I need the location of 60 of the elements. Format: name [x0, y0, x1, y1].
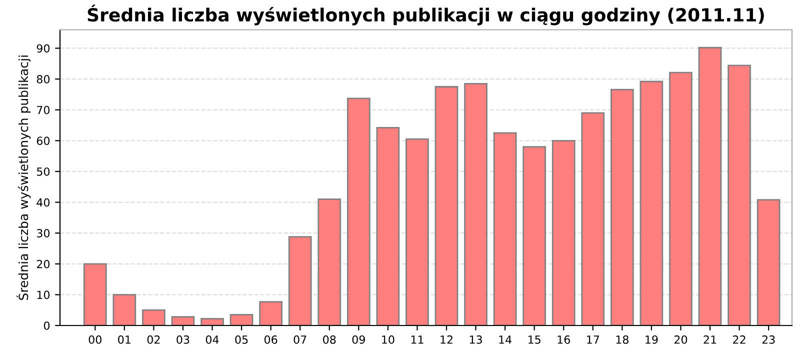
x-tick-label: 16 — [558, 335, 570, 344]
x-tick-label: 04 — [206, 335, 219, 344]
x-tick-label: 14 — [499, 336, 512, 344]
bar — [376, 127, 400, 326]
y-tick-label: 90 — [36, 44, 50, 53]
x-tick-label: 03 — [176, 335, 190, 344]
x-tick-label: 11 — [411, 336, 424, 344]
bar — [346, 98, 370, 326]
x-tick-label: 02 — [147, 335, 160, 344]
bar — [230, 314, 254, 326]
bar — [493, 132, 517, 326]
x-tick-label: 07 — [294, 335, 306, 344]
bar — [434, 86, 458, 326]
y-tick-label: 10 — [37, 290, 50, 300]
y-tick-label: 60 — [36, 136, 50, 146]
bar — [112, 294, 136, 326]
bar — [142, 309, 166, 326]
y-tick-label: 40 — [36, 198, 50, 207]
bar — [83, 263, 107, 326]
x-tick-label: 06 — [264, 335, 278, 344]
bar — [464, 82, 488, 326]
bar — [640, 80, 664, 326]
chart-title: Średnia liczba wyświetlonych publikacji w ciągu godziny (2011.11) — [88, 4, 764, 26]
bar — [288, 236, 312, 326]
bar — [581, 112, 605, 326]
x-tick-label: 01 — [118, 335, 130, 344]
y-tick-label: 50 — [36, 167, 50, 176]
bar — [171, 316, 195, 326]
x-tick-label: 10 — [382, 335, 394, 344]
x-tick-label: 23 — [762, 335, 775, 344]
x-tick-label: 17 — [587, 336, 600, 344]
y-tick-label: 0 — [44, 321, 50, 330]
bar — [728, 64, 751, 326]
x-tick-label: 09 — [352, 335, 365, 344]
x-tick-label: 18 — [616, 335, 628, 344]
y-tick-label: 20 — [36, 260, 50, 268]
bar — [318, 198, 342, 326]
bar — [756, 199, 780, 326]
y-axis-title: Średnia liczba wyświetlonych publikacji — [16, 56, 31, 300]
x-tick-label: 00 — [88, 335, 102, 344]
y-tick-label: 70 — [37, 106, 50, 114]
bar — [698, 46, 722, 326]
x-tick-label: 20 — [674, 335, 688, 344]
x-tick-label: 13 — [470, 335, 482, 344]
x-tick-label: 21 — [704, 335, 716, 344]
bar — [200, 318, 224, 326]
bar — [669, 72, 692, 326]
y-tick-label: 30 — [36, 229, 50, 238]
x-tick-label: 12 — [440, 335, 452, 344]
x-tick-label: 22 — [733, 335, 746, 344]
x-tick-label: 19 — [646, 335, 658, 344]
x-tick-label: 08 — [323, 335, 336, 344]
x-tick-label: 15 — [528, 336, 540, 344]
bar — [259, 301, 282, 326]
bar — [610, 88, 634, 326]
bar — [522, 146, 546, 326]
x-tick-label: 05 — [235, 335, 248, 344]
bar — [552, 140, 576, 326]
bar — [406, 138, 429, 326]
y-tick-label: 80 — [36, 75, 50, 84]
